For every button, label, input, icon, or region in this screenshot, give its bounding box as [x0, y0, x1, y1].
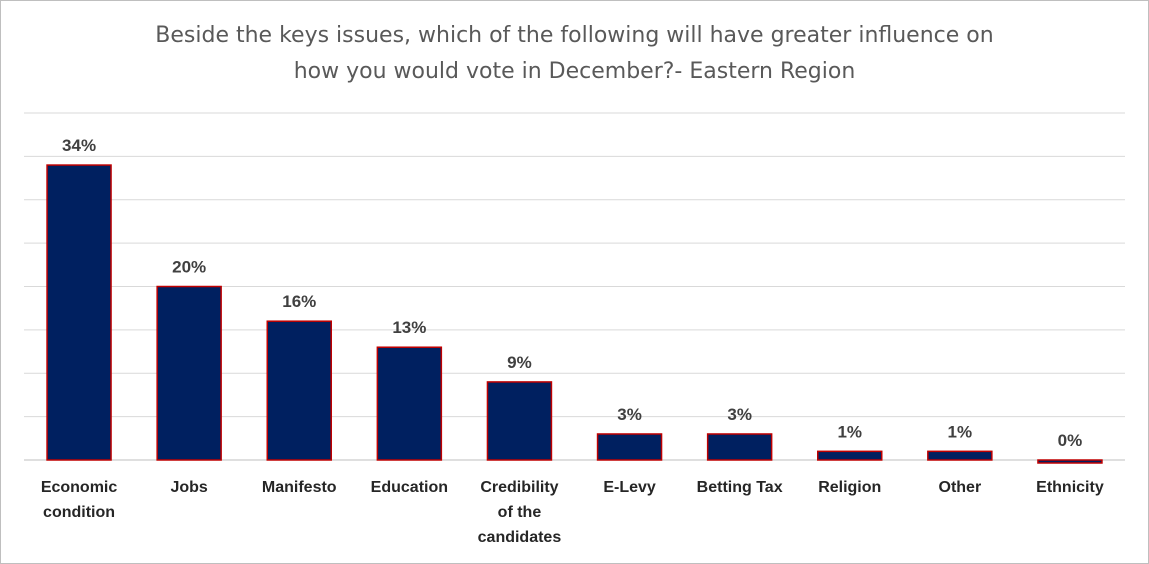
- data-label: 20%: [172, 258, 206, 277]
- data-label: 16%: [282, 292, 316, 311]
- category-label: Economic: [41, 479, 118, 496]
- bar: [156, 285, 222, 461]
- category-label: Religion: [818, 479, 881, 496]
- data-label: 3%: [727, 405, 752, 424]
- data-label: 0%: [1058, 431, 1083, 450]
- bar: [266, 320, 332, 461]
- bar: [706, 433, 773, 461]
- bar: [927, 450, 993, 461]
- data-label: 9%: [507, 353, 532, 372]
- bar: [817, 450, 883, 461]
- category-label: candidates: [478, 529, 562, 546]
- data-label: 3%: [617, 405, 642, 424]
- bar: [1037, 459, 1103, 464]
- bar: [486, 381, 553, 461]
- category-label: Other: [939, 479, 982, 496]
- category-label: Jobs: [170, 479, 207, 496]
- data-label: 1%: [837, 422, 862, 441]
- data-label: 1%: [948, 422, 973, 441]
- data-label: 34%: [62, 136, 96, 155]
- chart-title-line-1: Beside the keys issues, which of the fol…: [155, 23, 994, 48]
- bar: [596, 433, 663, 461]
- category-label: Education: [371, 479, 448, 496]
- bar: [46, 164, 112, 461]
- category-label: Ethnicity: [1036, 479, 1104, 496]
- category-label: condition: [43, 504, 115, 521]
- category-label: of the: [498, 504, 542, 521]
- category-label: Manifesto: [262, 479, 337, 496]
- data-label: 13%: [392, 318, 426, 337]
- category-label: Credibility: [480, 479, 558, 496]
- chart-title: Beside the keys issues, which of the fol…: [0, 18, 1149, 90]
- category-label: Betting Tax: [697, 479, 783, 496]
- category-label: E-Levy: [603, 479, 656, 496]
- bar: [376, 346, 443, 461]
- chart-title-line-2: how you would vote in December?- Eastern…: [293, 59, 856, 84]
